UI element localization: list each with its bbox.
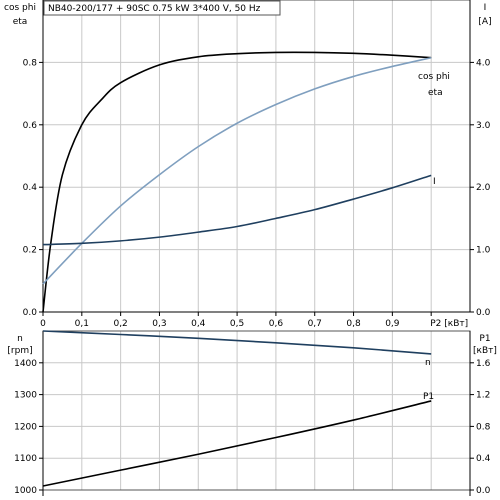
top-left-tick-label: 0.4 (23, 183, 38, 193)
bottom-right-axis-sublabel: [кВт] (473, 346, 497, 356)
top-left-axis-sublabel: eta (13, 17, 28, 27)
bottom-chart-panel: 1000 1100 1200 1300 1400 0.0 0.4 0.8 1.2 1.6 n [rpm… (7, 330, 497, 496)
bottom-left-tick-label: 1100 (14, 454, 37, 464)
top-left-tick-label: 0.2 (23, 246, 37, 256)
top-left-axis-label: cos phi (4, 3, 36, 13)
top-right-tick-label: 3.0 (476, 121, 491, 131)
series-eta-label: eta (428, 88, 443, 98)
top-left-tick-label: 0.0 (23, 308, 38, 318)
top-x-tick-label: 0,8 (346, 319, 361, 329)
series-i-label: I (433, 177, 436, 187)
top-x-tick-label: 0,4 (191, 319, 206, 329)
top-x-axis-label: P2 [кВт] (430, 319, 468, 329)
series-n-label: n (425, 358, 431, 368)
top-x-tick-label: 0 (40, 319, 46, 329)
bottom-right-tick-label: 0.0 (476, 486, 491, 496)
top-right-tick-label: 1.0 (476, 246, 491, 256)
top-chart-panel: 0.0 0.2 0.4 0.6 0.8 0.0 1.0 2.0 3.0 4.0 0 0,1 0,2 0,3… (4, 0, 492, 329)
series-p1-line (42, 400, 432, 487)
top-x-tick-label: 0,6 (269, 319, 284, 329)
chart-title: NB40-200/177 + 90SC 0.75 kW 3*400 V, 50 … (48, 4, 261, 14)
bottom-left-axis-sublabel: [rpm] (7, 346, 32, 356)
bottom-plot-frame (42, 330, 471, 491)
top-x-tick-label: 0,3 (152, 319, 166, 329)
top-left-tick-label: 0.8 (23, 58, 38, 68)
top-right-tick-label: 4.0 (476, 58, 491, 68)
top-x-tick-label: 0,9 (385, 319, 400, 329)
bottom-right-axis-label: P1 (479, 334, 490, 344)
title-box (43, 0, 281, 16)
bottom-right-tick-label: 0.8 (476, 422, 491, 432)
bottom-right-tick-label: 1.6 (476, 359, 491, 369)
top-x-tick-label: 0,2 (113, 319, 127, 329)
top-x-tick-label: 0,5 (230, 319, 244, 329)
bottom-right-tick-label: 1.2 (476, 391, 490, 401)
series-p1-label: P1 (423, 392, 434, 402)
bottom-right-tick-label: 0.4 (476, 454, 491, 464)
series-eta-line (42, 51, 432, 313)
bottom-left-tick-label: 1300 (14, 391, 37, 401)
bottom-left-tick-label: 1400 (14, 359, 37, 369)
bottom-left-tick-label: 1200 (14, 422, 37, 432)
top-plot-frame (42, 0, 471, 313)
bottom-left-axis-label: n (17, 334, 23, 344)
top-right-tick-label: 0.0 (476, 308, 491, 318)
bottom-left-tick-label: 1000 (14, 486, 37, 496)
series-n-line (42, 330, 432, 355)
top-right-tick-label: 2.0 (476, 183, 491, 193)
series-i-line (42, 174, 432, 246)
series-cos-phi-line (42, 56, 432, 285)
top-right-axis-sublabel: [A] (478, 17, 491, 27)
series-cos-phi-label: cos phi (418, 72, 450, 82)
top-x-tick-label: 0,1 (75, 319, 89, 329)
top-x-tick-label: 0,7 (308, 319, 322, 329)
top-right-axis-label: I (484, 3, 487, 13)
top-left-tick-label: 0.6 (23, 121, 38, 131)
